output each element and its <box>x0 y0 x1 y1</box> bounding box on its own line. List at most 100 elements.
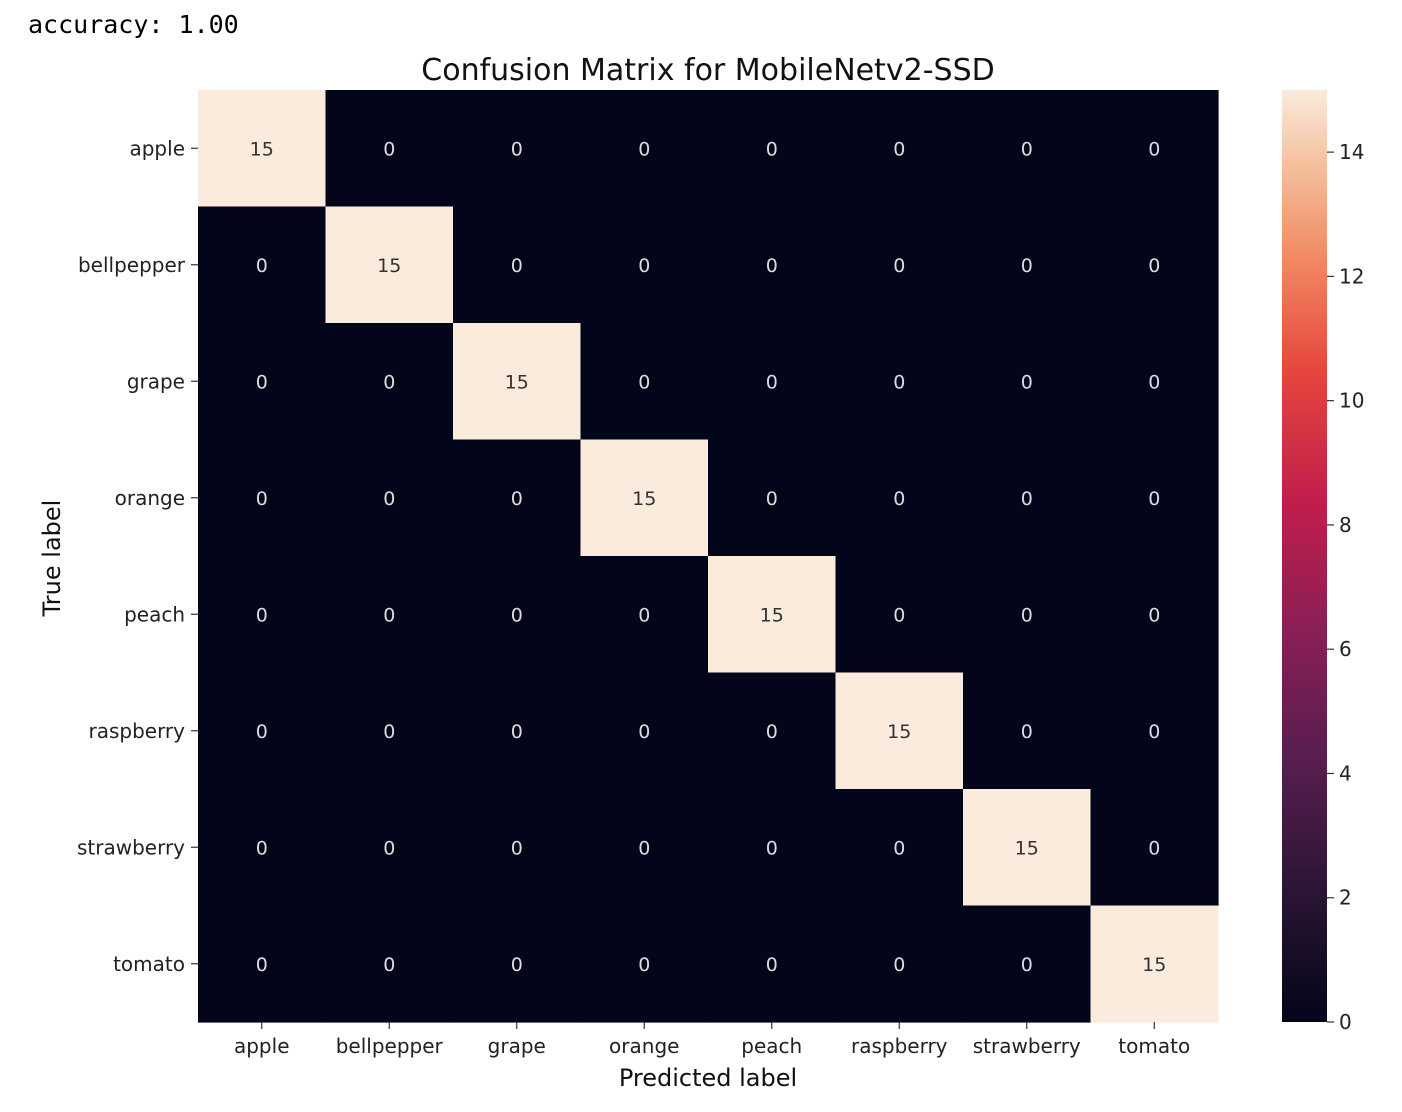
heatmap-cell <box>580 323 709 441</box>
y-tick-label: tomato <box>113 952 185 976</box>
cell-value-label: 0 <box>1148 604 1160 626</box>
y-tick-label: bellpepper <box>78 253 186 277</box>
x-tick-label: bellpepper <box>336 1034 444 1058</box>
heatmap-cell <box>453 672 582 790</box>
heatmap-cell <box>708 439 837 557</box>
heatmap-cell <box>963 905 1092 1023</box>
heatmap-cell <box>325 556 454 674</box>
cell-value-label: 0 <box>383 954 395 976</box>
x-axis-ticks: apple bellpepper grape orange peach raspberry… <box>234 1022 1190 1058</box>
heatmap-cell <box>708 672 837 790</box>
heatmap-cell <box>453 323 582 441</box>
cell-value-label: 0 <box>638 138 650 160</box>
colorbar-tick-label: 10 <box>1339 389 1364 413</box>
cell-value-label: 15 <box>377 255 401 277</box>
cell-value-label: 0 <box>383 604 395 626</box>
cell-value-label: 0 <box>893 138 905 160</box>
colorbar-tick-label: 6 <box>1339 637 1352 661</box>
y-axis-label: True label <box>38 500 66 618</box>
heatmap-cell <box>198 90 327 208</box>
cell-value-label: 0 <box>511 954 523 976</box>
heatmap-cell <box>580 439 709 557</box>
heatmap-cell <box>963 206 1092 324</box>
cell-value-label: 15 <box>250 138 274 160</box>
heatmap-cell <box>325 323 454 441</box>
heatmap-cell <box>835 556 964 674</box>
cell-value-label: 0 <box>256 488 268 510</box>
cell-value-label: 0 <box>511 255 523 277</box>
cell-value-label: 0 <box>1148 721 1160 743</box>
heatmap-cell <box>835 439 964 557</box>
heatmap-cell <box>580 789 709 907</box>
heatmap-cell <box>1090 556 1219 674</box>
cell-value-label: 0 <box>383 488 395 510</box>
heatmap-cell <box>198 556 327 674</box>
cell-value-label: 15 <box>1015 837 1039 859</box>
y-axis-ticks: apple bellpepper grape orange peach raspberry… <box>77 136 198 976</box>
x-tick-label: tomato <box>1118 1034 1190 1058</box>
cell-value-label: 0 <box>256 837 268 859</box>
heatmap-cell <box>1090 439 1219 557</box>
heatmap-cell <box>453 789 582 907</box>
heatmap-cell <box>198 439 327 557</box>
cell-value-label: 0 <box>893 954 905 976</box>
heatmap-cell <box>198 323 327 441</box>
heatmap-cell <box>580 672 709 790</box>
colorbar-tick-label: 4 <box>1339 761 1352 785</box>
cell-value-label: 0 <box>638 255 650 277</box>
x-tick-label: apple <box>234 1034 290 1058</box>
y-tick-label: strawberry <box>77 835 185 859</box>
chart-title: Confusion Matrix for MobileNetv2-SSD <box>421 53 994 88</box>
x-tick-label: grape <box>488 1034 546 1058</box>
cell-value-label: 15 <box>505 371 529 393</box>
x-axis-label: Predicted label <box>619 1064 797 1092</box>
heatmap-cell <box>835 206 964 324</box>
colorbar-tick-label: 2 <box>1339 886 1352 910</box>
cell-value-label: 0 <box>766 255 778 277</box>
cell-value-label: 0 <box>638 954 650 976</box>
y-tick-label: apple <box>129 136 185 160</box>
accuracy-output: accuracy: 1.00 <box>28 8 239 42</box>
colorbar-tick-label: 0 <box>1339 1010 1352 1034</box>
cell-value-label: 0 <box>893 837 905 859</box>
heatmap-cell <box>198 905 327 1023</box>
cell-value-label: 0 <box>638 604 650 626</box>
cell-value-label: 0 <box>511 837 523 859</box>
cell-value-label: 0 <box>383 138 395 160</box>
heatmap-cell <box>963 672 1092 790</box>
heatmap-cell <box>1090 206 1219 324</box>
heatmap-cell <box>453 90 582 208</box>
heatmap-cell <box>963 439 1092 557</box>
heatmap-cell <box>963 323 1092 441</box>
cell-value-label: 0 <box>511 138 523 160</box>
colorbar-ticks: 0 2 4 6 8 10 12 14 <box>1327 140 1364 1034</box>
cell-value-label: 0 <box>638 721 650 743</box>
cell-value-label: 15 <box>887 721 911 743</box>
y-tick-label: raspberry <box>88 719 185 743</box>
heatmap-cell <box>708 905 837 1023</box>
heatmap-cell <box>963 556 1092 674</box>
cell-value-label: 0 <box>766 954 778 976</box>
cell-value-label: 0 <box>383 837 395 859</box>
x-tick-label: strawberry <box>973 1034 1081 1058</box>
cell-value-label: 0 <box>256 255 268 277</box>
heatmap-cell <box>580 556 709 674</box>
cell-value-label: 0 <box>1148 488 1160 510</box>
colorbar-tick-label: 12 <box>1339 264 1364 288</box>
heatmap-cell <box>1090 789 1219 907</box>
cell-value-label: 0 <box>766 721 778 743</box>
cell-value-label: 0 <box>256 954 268 976</box>
cell-value-label: 0 <box>766 837 778 859</box>
heatmap-cell <box>835 789 964 907</box>
heatmap-cell <box>1090 672 1219 790</box>
heatmap-cell <box>453 206 582 324</box>
y-tick-label: grape <box>127 369 185 393</box>
heatmap-cell <box>325 789 454 907</box>
cell-value-label: 0 <box>1148 138 1160 160</box>
heatmap-cell <box>1090 905 1219 1023</box>
y-tick-label: peach <box>124 602 185 626</box>
heatmap-cell <box>963 789 1092 907</box>
heatmap-cell <box>325 206 454 324</box>
heatmap-cell <box>708 789 837 907</box>
